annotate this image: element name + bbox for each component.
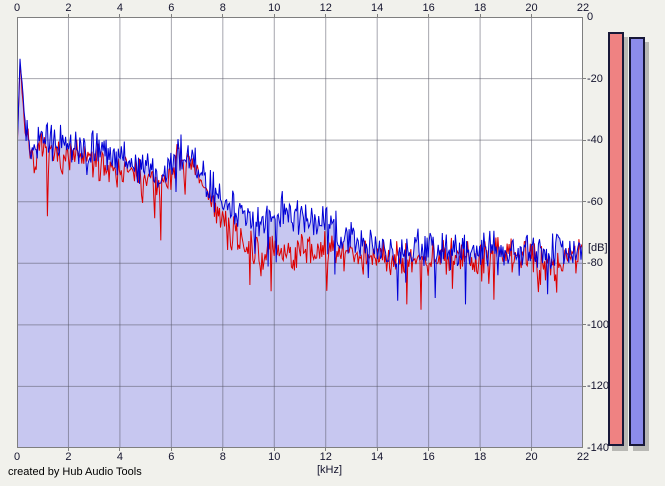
x-axis-tick-label-bottom: 0 (13, 451, 21, 463)
spectrum-trace-blue (17, 58, 583, 305)
x-axis-tick-bottom (479, 448, 481, 451)
y-axis-tick (583, 78, 586, 80)
y-axis-tick (583, 139, 586, 141)
x-axis-tick-label-bottom: 6 (168, 451, 175, 463)
x-axis-tick-bottom (222, 448, 224, 451)
x-axis-tick-top (325, 14, 327, 17)
spectrum-chart-svg (17, 17, 583, 448)
credit-text: created by Hub Audio Tools (8, 466, 142, 478)
x-axis-tick-label-bottom: 8 (219, 451, 226, 463)
x-axis-tick-top (428, 14, 430, 17)
y-axis-tick (583, 385, 586, 387)
x-axis-tick-bottom (273, 448, 275, 451)
x-axis-tick-bottom (325, 448, 327, 451)
level-meter-red (608, 32, 624, 446)
x-axis-tick-label-top: 2 (65, 2, 72, 14)
x-axis-tick-label-top: 14 (371, 2, 384, 14)
x-axis-tick-label-top: 22 (576, 2, 590, 14)
x-axis-tick-bottom (531, 448, 533, 451)
y-axis-unit-label: [dB] (588, 242, 608, 254)
x-axis-tick-bottom (428, 448, 430, 451)
spectrum-plot (17, 17, 583, 448)
x-axis-tick-label-top: 4 (116, 2, 123, 14)
x-axis-tick-label-top: 20 (525, 2, 538, 14)
x-axis-tick-top (222, 14, 224, 17)
x-axis-tick-label-bottom: 22 (576, 451, 590, 463)
x-axis-tick-label-bottom: 10 (268, 451, 281, 463)
x-axis-tick-label-bottom: 16 (422, 451, 435, 463)
x-axis-tick-label-top: 18 (473, 2, 487, 14)
y-axis-tick-label: -60 (587, 195, 603, 208)
y-axis-tick-label: -100 (587, 318, 610, 331)
x-axis-tick-label-top: 8 (219, 2, 226, 14)
x-axis-tick-top (170, 14, 172, 17)
x-axis-tick-bottom (119, 448, 121, 451)
x-axis-tick-label-top: 10 (268, 2, 281, 14)
x-axis-tick-label-top: 0 (13, 2, 21, 14)
y-axis-tick-label: 0 (587, 11, 594, 23)
y-axis-tick (583, 324, 586, 326)
plot-border (17, 17, 583, 448)
x-axis-tick-bottom (170, 448, 172, 451)
x-axis-tick-top (531, 14, 533, 17)
x-axis-tick-label-bottom: 2 (65, 451, 72, 463)
x-axis-tick-top (376, 14, 378, 17)
x-axis-tick-label-bottom: 4 (116, 451, 123, 463)
x-axis-tick-label-bottom: 18 (473, 451, 487, 463)
x-axis-tick-top (273, 14, 275, 17)
y-axis-tick-label: -120 (587, 380, 610, 393)
y-axis-tick (583, 201, 586, 203)
x-axis-tick-label-top: 6 (168, 2, 175, 14)
x-axis-tick-top (67, 14, 69, 17)
x-axis-tick-top (479, 14, 481, 17)
x-axis-unit-label: [kHz] (317, 464, 343, 476)
x-axis-tick-label-bottom: 12 (319, 451, 332, 463)
x-axis-tick-label-top: 16 (422, 2, 435, 14)
y-axis-tick-label: -40 (587, 134, 603, 147)
x-axis-tick-label-bottom: 14 (371, 451, 384, 463)
y-axis-tick-label: -140 (587, 442, 610, 454)
y-axis-tick-label: -20 (587, 72, 603, 85)
spectrum-trace-red (17, 64, 583, 310)
y-axis-tick (583, 262, 586, 264)
y-axis-tick-label: -80 (587, 257, 603, 270)
x-axis-tick-top (119, 14, 121, 17)
x-axis-tick-label-bottom: 20 (525, 451, 538, 463)
x-axis-tick-bottom (376, 448, 378, 451)
level-meter-blue (629, 37, 645, 446)
x-axis-tick-label-top: 12 (319, 2, 332, 14)
x-axis-tick-bottom (67, 448, 69, 451)
